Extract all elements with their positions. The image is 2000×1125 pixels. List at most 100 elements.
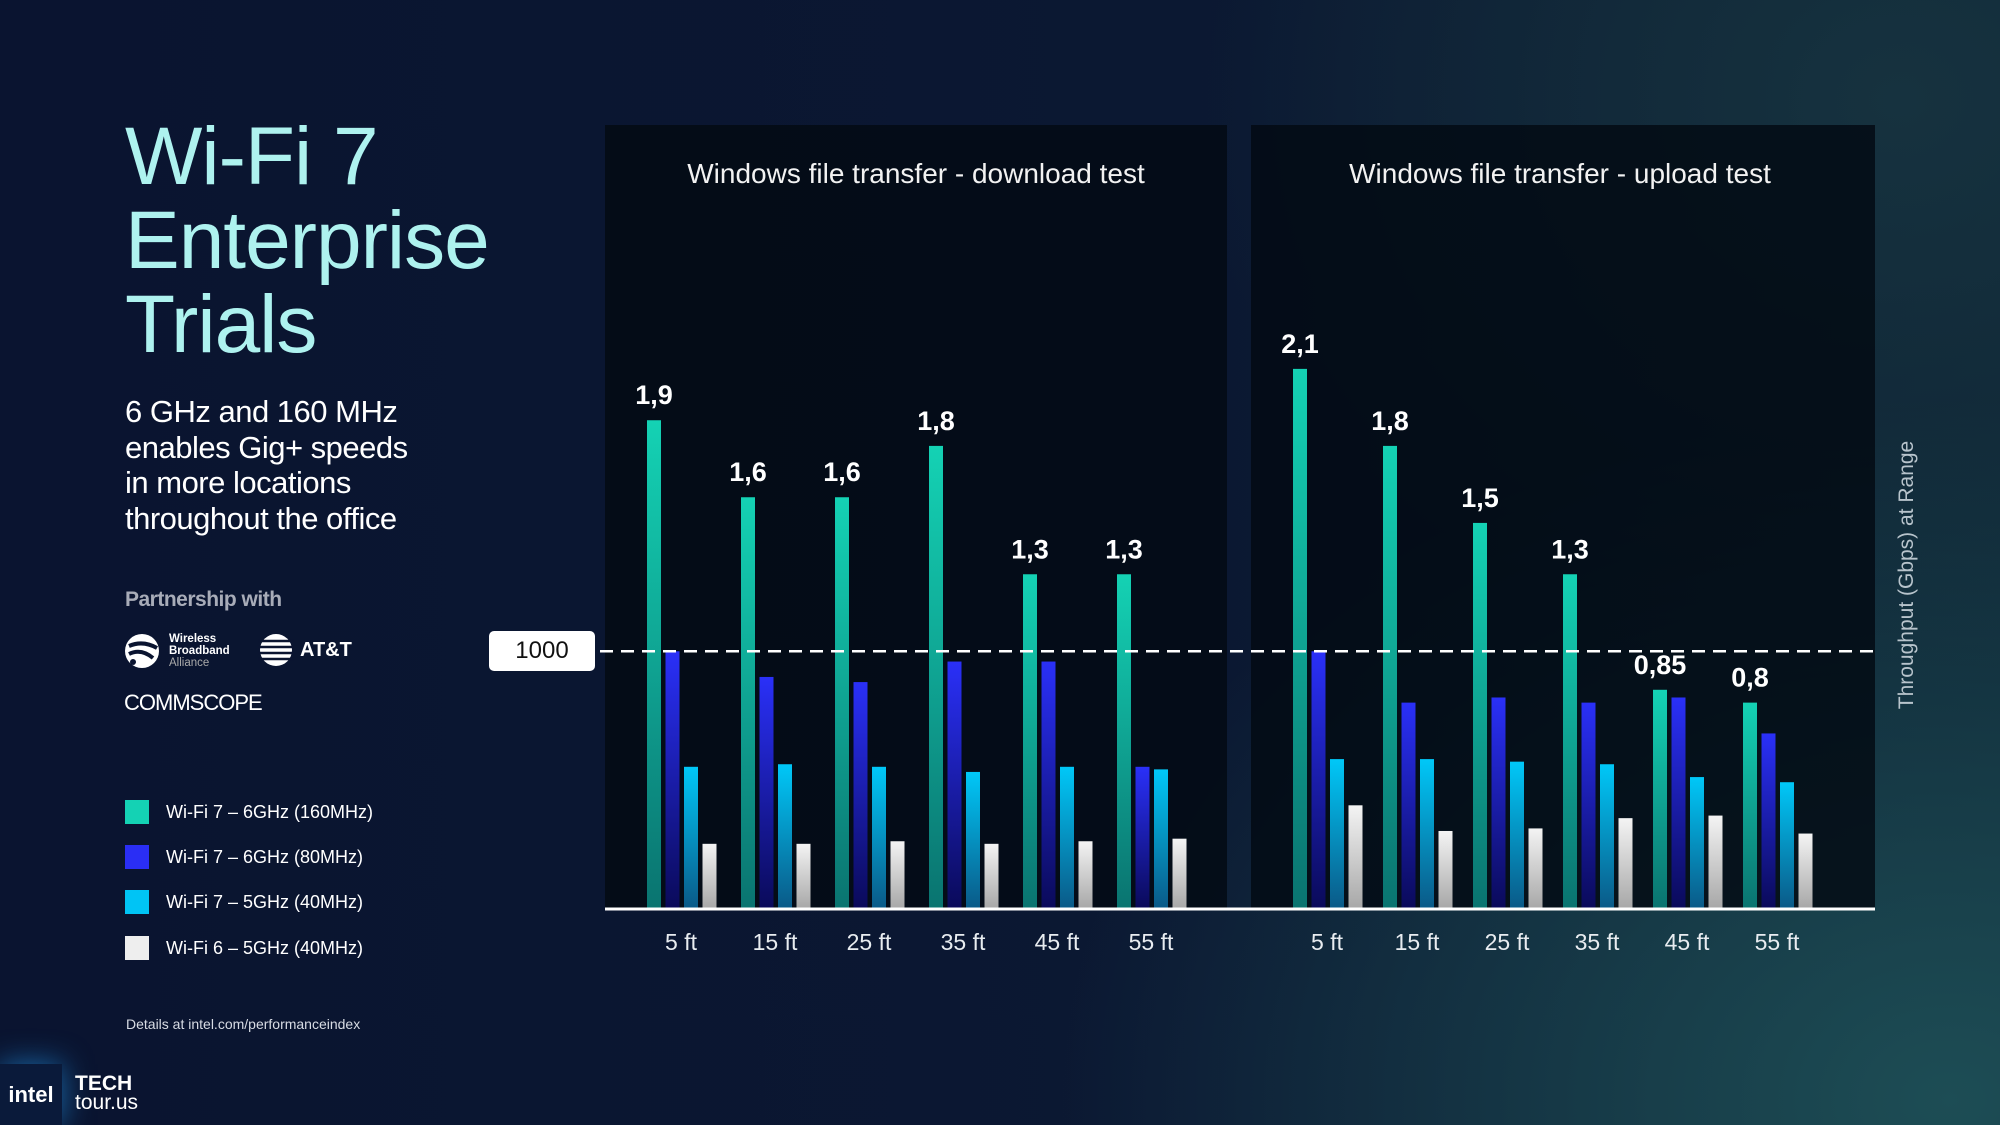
- bar: [1383, 445, 1397, 908]
- bar: [665, 651, 680, 908]
- legend-item: Wi-Fi 6 – 5GHz (40MHz): [125, 936, 363, 960]
- subtitle: 6 GHz and 160 MHz enables Gig+ speeds in…: [125, 394, 408, 536]
- bar: [1420, 759, 1434, 908]
- wba-text: Wireless: [169, 633, 217, 645]
- bar: [1708, 815, 1723, 908]
- x-tick-label: 35 ft: [941, 929, 986, 955]
- subtitle-line: in more locations: [125, 465, 351, 500]
- data-label: 1,3: [1551, 534, 1589, 564]
- techtour-logo: TECH tour.us: [75, 1072, 138, 1113]
- bar: [1060, 766, 1074, 908]
- download-chart-title: Windows file transfer - download test: [687, 158, 1145, 189]
- bar: [1510, 761, 1524, 908]
- bar: [1743, 702, 1757, 908]
- x-tick-label: 35 ft: [1575, 929, 1620, 955]
- x-tick-label: 45 ft: [1035, 929, 1080, 955]
- bar: [1154, 769, 1168, 908]
- x-tick-label: 5 ft: [665, 929, 698, 955]
- legend-item: Wi-Fi 7 – 6GHz (80MHz): [125, 845, 363, 869]
- bar: [1330, 759, 1344, 908]
- bar: [1618, 818, 1633, 908]
- bar: [1761, 733, 1776, 908]
- title-line: Trials: [125, 279, 317, 370]
- wba-text: Broadband: [169, 645, 230, 657]
- legend-label: Wi-Fi 6 – 5GHz (40MHz): [166, 937, 364, 958]
- bar: [929, 445, 943, 908]
- bar: [853, 682, 868, 908]
- bar: [947, 661, 962, 908]
- bar: [778, 764, 792, 908]
- data-label: 1,3: [1105, 534, 1143, 564]
- upload-chart-title: Windows file transfer - upload test: [1349, 158, 1771, 189]
- data-label: 2,1: [1281, 329, 1319, 359]
- bar: [890, 841, 905, 908]
- bar: [1293, 368, 1307, 908]
- legend-label: Wi-Fi 7 – 6GHz (80MHz): [166, 846, 364, 867]
- bar: [1023, 574, 1037, 908]
- intel-logo: intel: [0, 1064, 62, 1125]
- x-tick-label: 55 ft: [1755, 929, 1800, 955]
- data-label: 1,3: [1011, 534, 1049, 564]
- bar: [1135, 766, 1150, 908]
- legend-swatch: [125, 845, 149, 869]
- att-text: AT&T: [300, 638, 352, 661]
- bar: [684, 766, 698, 908]
- reference-line-label: 1000: [489, 631, 595, 672]
- data-label: 0,8: [1731, 663, 1769, 693]
- data-label: 1,5: [1461, 483, 1499, 513]
- bar: [1491, 697, 1506, 908]
- page-title: Wi-Fi 7 Enterprise Trials: [125, 111, 490, 370]
- bar: [1041, 661, 1056, 908]
- x-tick-label: 15 ft: [1395, 929, 1440, 955]
- bar: [1311, 651, 1326, 908]
- bar: [1690, 777, 1704, 908]
- x-tick-label: 25 ft: [1485, 929, 1530, 955]
- bar: [872, 766, 886, 908]
- bar: [1172, 838, 1187, 908]
- bar: [1117, 574, 1131, 908]
- bar: [1563, 574, 1577, 908]
- x-tick-label: 25 ft: [847, 929, 892, 955]
- x-tick-label: 55 ft: [1129, 929, 1174, 955]
- title-line: Enterprise: [125, 195, 490, 286]
- bar: [1780, 782, 1794, 908]
- bar: [796, 843, 811, 908]
- bar: [984, 843, 999, 908]
- bar: [647, 420, 661, 908]
- bar: [1438, 830, 1453, 908]
- bar: [741, 497, 755, 908]
- wba-logo: Wireless Broadband Alliance: [123, 632, 230, 670]
- bar: [1671, 697, 1686, 908]
- legend-label: Wi-Fi 7 – 6GHz (160MHz): [166, 801, 374, 822]
- commscope-logo: COMMSCOPE: [124, 690, 263, 715]
- subtitle-line: 6 GHz and 160 MHz: [125, 394, 398, 429]
- data-label: 1,6: [729, 457, 767, 487]
- legend-swatch: [125, 800, 149, 824]
- bar: [1528, 828, 1543, 908]
- bar: [1653, 689, 1667, 908]
- tech-text: TECH: [75, 1072, 133, 1095]
- legend-item: Wi-Fi 7 – 5GHz (40MHz): [125, 890, 363, 914]
- subtitle-line: throughout the office: [125, 500, 397, 536]
- att-globe-icon: [258, 634, 294, 666]
- title-line: Wi-Fi 7: [125, 111, 379, 202]
- wba-logo-icon: [125, 634, 159, 668]
- bar: [1473, 522, 1487, 908]
- data-label: 1,6: [823, 457, 861, 487]
- data-label: 1,9: [635, 380, 673, 410]
- legend-swatch: [125, 890, 149, 914]
- bar: [1798, 833, 1813, 908]
- footnote: Details at intel.com/performanceindex: [126, 1016, 361, 1032]
- legend-label: Wi-Fi 7 – 5GHz (40MHz): [166, 891, 364, 912]
- x-tick-label: 45 ft: [1665, 929, 1710, 955]
- att-logo: AT&T: [258, 632, 352, 668]
- bar: [1581, 702, 1596, 908]
- data-label: 0,85: [1634, 650, 1687, 680]
- bar: [702, 843, 717, 908]
- bar: [1401, 702, 1416, 908]
- wba-text: Alliance: [169, 657, 210, 669]
- x-tick-label: 15 ft: [753, 929, 798, 955]
- bar: [1348, 805, 1363, 908]
- bar: [1078, 841, 1093, 908]
